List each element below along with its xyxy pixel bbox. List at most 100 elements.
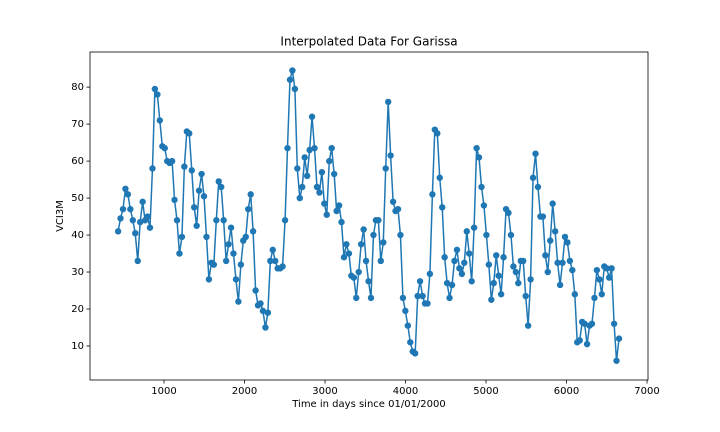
marker (151, 85, 159, 93)
marker (272, 257, 279, 265)
marker (434, 130, 441, 137)
marker (529, 174, 537, 181)
marker (213, 217, 220, 224)
marker (404, 322, 412, 329)
y-tick-label: 40 (71, 230, 84, 241)
marker (119, 205, 127, 213)
x-tick-label: 4000 (393, 386, 418, 397)
marker (321, 200, 328, 207)
marker (244, 205, 252, 213)
marker (195, 187, 203, 194)
marker (313, 183, 321, 191)
marker (414, 292, 421, 300)
marker (338, 218, 345, 226)
marker (581, 320, 588, 327)
marker (576, 337, 583, 344)
marker (544, 268, 551, 276)
x-tick-label: 5000 (473, 386, 498, 397)
marker (316, 189, 323, 196)
marker (588, 320, 596, 327)
marker (500, 254, 507, 261)
marker (296, 194, 304, 202)
marker (571, 291, 579, 298)
x-tick-label: 3000 (312, 386, 337, 397)
marker (547, 237, 554, 244)
marker (269, 246, 276, 254)
marker (205, 276, 213, 283)
marker (124, 191, 132, 198)
x-tick-label: 6000 (554, 386, 579, 397)
marker (451, 257, 458, 265)
marker (443, 279, 451, 287)
marker (375, 217, 382, 224)
marker (534, 183, 542, 191)
y-tick-label: 70 (71, 119, 84, 130)
marker (389, 198, 397, 205)
marker (436, 174, 443, 181)
marker (360, 226, 367, 233)
marker (385, 98, 392, 106)
marker (232, 276, 240, 283)
marker (284, 144, 291, 152)
marker (156, 117, 164, 124)
marker (267, 257, 274, 265)
y-tick-label: 10 (71, 341, 84, 352)
marker (593, 266, 601, 274)
marker (129, 217, 137, 224)
marker (495, 272, 502, 279)
marker (186, 130, 193, 137)
marker (200, 193, 208, 200)
x-axis-label: Time in days since 01/01/2000 (291, 399, 446, 410)
marker (583, 340, 591, 348)
marker (527, 276, 534, 283)
marker (335, 202, 343, 209)
marker (237, 261, 245, 268)
marker (146, 224, 154, 231)
marker (512, 268, 520, 276)
marker (210, 261, 218, 268)
marker (539, 213, 547, 220)
marker (561, 233, 569, 241)
marker (301, 154, 308, 161)
marker (247, 191, 254, 198)
marker (446, 294, 453, 302)
marker (542, 252, 549, 259)
marker (394, 205, 402, 213)
marker (242, 233, 249, 241)
marker (218, 183, 225, 191)
marker (603, 265, 610, 272)
marker (411, 350, 419, 357)
marker (483, 231, 490, 239)
marker (367, 294, 375, 302)
marker (117, 215, 124, 222)
marker (306, 146, 313, 154)
marker (465, 250, 473, 257)
marker (441, 254, 448, 261)
marker (453, 246, 461, 254)
marker (139, 198, 146, 205)
marker (323, 211, 330, 218)
marker (424, 300, 431, 307)
marker (524, 322, 532, 329)
marker (161, 144, 168, 152)
marker (259, 307, 267, 315)
marker (299, 183, 306, 191)
marker (522, 292, 529, 300)
y-tick-label: 80 (71, 82, 84, 93)
marker (473, 144, 480, 152)
marker (382, 165, 389, 172)
marker (281, 217, 289, 224)
marker (326, 157, 333, 165)
marker (370, 231, 377, 239)
marker (222, 257, 230, 265)
marker (134, 257, 141, 265)
marker (485, 261, 493, 268)
marker (569, 266, 576, 274)
marker (154, 91, 161, 98)
marker (448, 281, 456, 289)
marker (127, 205, 134, 213)
marker (257, 300, 264, 307)
marker (559, 259, 566, 266)
marker (475, 154, 483, 161)
